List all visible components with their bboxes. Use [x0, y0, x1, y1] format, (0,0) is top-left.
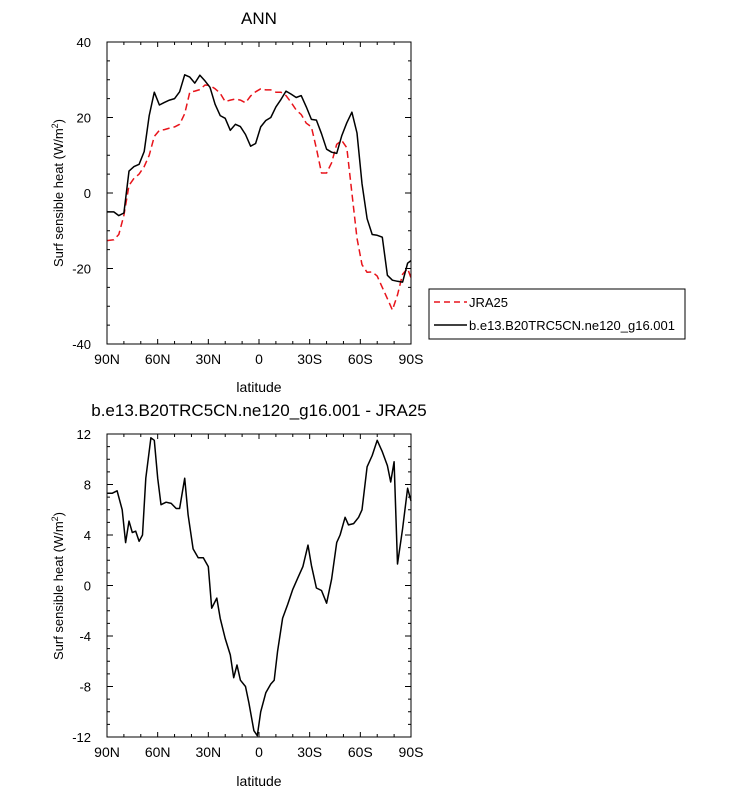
bottom-y-tick-label: -12: [72, 730, 91, 745]
bottom-panel: b.e13.B20TRC5CN.ne120_g16.001 - JRA25 90…: [50, 401, 427, 789]
top-y-tick-label: -20: [72, 262, 91, 277]
top-y-tick-label: 20: [77, 111, 91, 126]
top-x-tick-label: 60N: [145, 351, 171, 367]
top-title: ANN: [241, 9, 277, 28]
legend-label-jra25: JRA25: [469, 295, 508, 310]
bottom-series-line-solid-0: [107, 437, 412, 737]
top-y-tick-label: 40: [77, 35, 91, 50]
legend: JRA25 b.e13.B20TRC5CN.ne120_g16.001: [428, 288, 686, 340]
bottom-x-tick-label: 60N: [145, 744, 171, 760]
bottom-plot-lines: [107, 437, 412, 737]
legend-box: [428, 288, 686, 340]
top-x-tick-label: 60S: [348, 351, 373, 367]
top-x-axis-label: latitude: [236, 379, 281, 395]
bottom-y-tick-label: -8: [79, 680, 91, 695]
top-series-line-dashed-0: [106, 84, 412, 311]
top-y-tick-label: -40: [72, 337, 91, 352]
top-x-tick-label: 30S: [297, 351, 322, 367]
top-plot-frame: [106, 41, 412, 345]
bottom-y-tick-label: 4: [84, 528, 91, 543]
bottom-plot-frame: [106, 433, 412, 738]
bottom-x-tick-label: 30S: [297, 744, 322, 760]
bottom-x-tick-label: 0: [255, 744, 263, 760]
bottom-x-tick-label: 60S: [348, 744, 373, 760]
top-x-tick-label: 90N: [94, 351, 120, 367]
top-x-tick-label: 30N: [195, 351, 221, 367]
bottom-y-tick-label: 12: [77, 427, 91, 442]
top-y-axis-label: Surf sensible heat (W/m2): [50, 119, 66, 267]
bottom-x-axis-label: latitude: [236, 773, 281, 789]
top-plot-lines: [106, 74, 412, 311]
bottom-x-tick-label: 30N: [195, 744, 221, 760]
top-series-line-solid-1: [107, 74, 412, 283]
top-y-tick-label: 0: [84, 186, 91, 201]
top-x-tick-label: 90S: [399, 351, 424, 367]
bottom-x-tick-label: 90N: [94, 744, 120, 760]
bottom-axes: 90N 60N 30N 0 30S 60S 90S -12 -8 -4 0 4 8 12: [72, 427, 423, 760]
bottom-title: b.e13.B20TRC5CN.ne120_g16.001 - JRA25: [91, 401, 427, 420]
bottom-y-tick-label: -4: [79, 629, 91, 644]
top-axes: 90N 60N 30N 0 30S 60S 90S -40 -20 0 20 40: [72, 35, 423, 367]
legend-label-model: b.e13.B20TRC5CN.ne120_g16.001: [469, 318, 675, 333]
bottom-y-tick-label: 0: [84, 579, 91, 594]
bottom-x-tick-label: 90S: [399, 744, 424, 760]
top-x-tick-label: 0: [255, 351, 263, 367]
bottom-y-axis-label: Surf sensible heat (W/m2): [50, 512, 66, 660]
bottom-y-tick-label: 8: [84, 478, 91, 493]
top-panel: ANN 90N 60N 30N 0 30S 60S 90S -40 -20 0 20 40 latit…: [50, 9, 423, 395]
